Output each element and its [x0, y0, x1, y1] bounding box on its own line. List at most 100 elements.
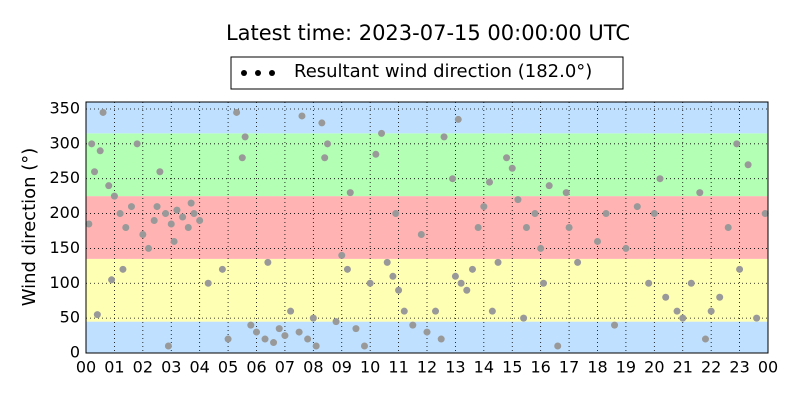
point	[707, 307, 715, 315]
point	[378, 129, 386, 137]
point	[463, 286, 471, 294]
point	[701, 335, 709, 343]
x-tick-label: 07	[275, 358, 295, 377]
point	[562, 189, 570, 197]
point	[153, 203, 161, 211]
point	[295, 328, 303, 336]
point	[173, 206, 181, 214]
point	[733, 140, 741, 148]
point	[451, 272, 459, 280]
point	[474, 224, 482, 231]
y-tick-label: 100	[49, 273, 80, 292]
point	[233, 108, 241, 116]
point	[633, 203, 641, 211]
point	[679, 314, 687, 322]
x-tick-label: 22	[701, 358, 721, 377]
point	[247, 321, 255, 329]
legend-marker	[269, 70, 275, 76]
point	[119, 265, 127, 273]
point	[196, 217, 204, 225]
point	[264, 258, 272, 266]
point	[105, 182, 113, 190]
y-tick-label: 200	[49, 203, 80, 222]
point	[88, 140, 96, 148]
point	[253, 328, 260, 336]
point	[440, 133, 448, 141]
y-axis-label: Wind direction (°)	[19, 148, 40, 307]
point	[261, 335, 269, 343]
y-tick-label: 150	[49, 238, 80, 257]
point	[409, 321, 417, 329]
point	[554, 342, 562, 350]
point	[687, 279, 695, 287]
point	[645, 279, 653, 287]
x-tick-label: 06	[246, 358, 266, 377]
x-tick-label: 21	[673, 358, 693, 377]
point	[312, 342, 320, 350]
point	[574, 258, 582, 266]
x-tick-label: 13	[445, 358, 465, 377]
point	[204, 279, 212, 287]
point	[93, 311, 101, 319]
x-tick-label: 15	[502, 358, 522, 377]
point	[110, 192, 118, 200]
point	[164, 342, 172, 350]
point	[650, 210, 658, 218]
point	[167, 220, 175, 228]
point	[170, 237, 178, 245]
x-tick-label: 03	[161, 358, 181, 377]
point	[486, 178, 494, 186]
point	[304, 335, 312, 343]
y-tick-label: 350	[49, 98, 80, 117]
point	[622, 244, 630, 252]
point	[736, 265, 744, 273]
x-tick-label: 09	[332, 358, 352, 377]
point	[287, 307, 295, 315]
band	[86, 102, 768, 134]
x-tick-label: 12	[417, 358, 437, 377]
point	[145, 244, 153, 252]
point	[400, 307, 408, 315]
x-tick-label: 01	[104, 358, 124, 377]
point	[360, 342, 368, 350]
x-tick-label: 18	[587, 358, 607, 377]
point	[531, 210, 539, 218]
point	[318, 119, 326, 127]
x-tick-label: 04	[189, 358, 209, 377]
point	[656, 175, 664, 183]
point	[309, 314, 317, 322]
point	[540, 279, 548, 287]
point	[395, 286, 403, 294]
point	[724, 224, 732, 231]
y-tick-label: 300	[49, 133, 80, 152]
point	[468, 265, 476, 273]
point	[150, 217, 158, 225]
point	[602, 210, 610, 218]
point	[108, 276, 116, 284]
point	[480, 203, 488, 211]
x-tick-label: 16	[530, 358, 550, 377]
point	[520, 314, 528, 322]
chart-title: Latest time: 2023-07-15 00:00:00 UTC	[226, 21, 630, 45]
point	[241, 133, 249, 141]
point	[96, 147, 104, 155]
point	[116, 210, 124, 218]
x-tick-label: 17	[559, 358, 579, 377]
point	[417, 230, 425, 238]
point	[218, 265, 226, 273]
point	[184, 224, 192, 231]
point	[343, 265, 351, 273]
point	[488, 307, 496, 315]
y-tick-label: 50	[60, 308, 80, 327]
point	[281, 332, 289, 340]
point	[372, 150, 380, 158]
point	[761, 210, 769, 218]
point	[537, 244, 545, 252]
x-tick-label: 14	[474, 358, 494, 377]
point	[332, 318, 340, 326]
legend-marker	[255, 70, 261, 76]
y-tick-label: 0	[70, 343, 80, 362]
legend-box	[230, 56, 624, 90]
point	[753, 314, 761, 322]
